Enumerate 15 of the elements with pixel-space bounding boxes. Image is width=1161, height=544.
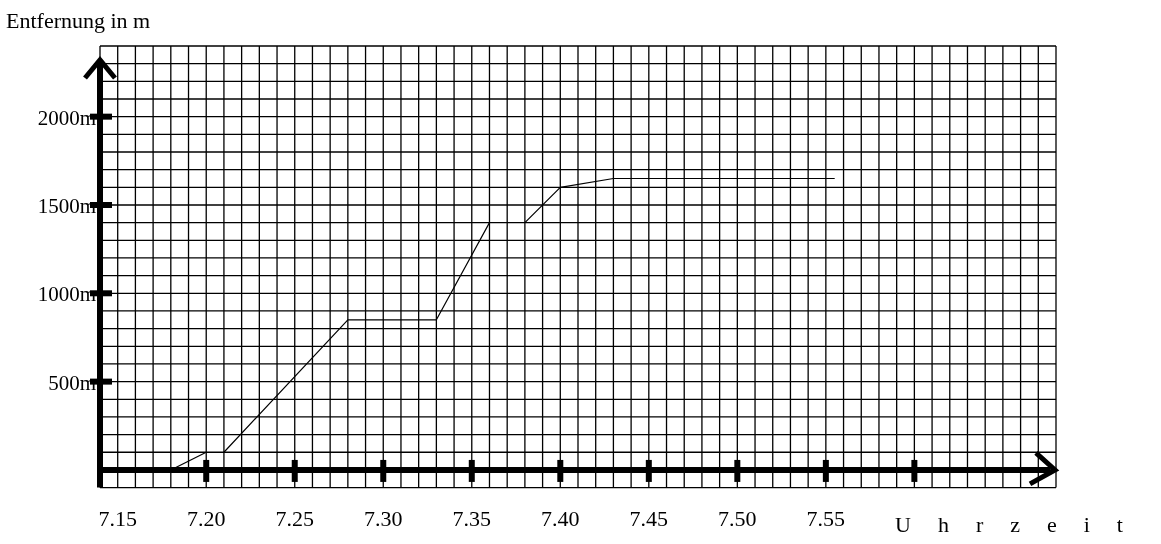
x-tick-label: 7.25 (275, 506, 314, 531)
y-axis-title: Entfernung in m (6, 8, 151, 33)
x-tick-label: 7.15 (98, 506, 137, 531)
x-tick-label: 7.50 (718, 506, 757, 531)
x-tick-label: 7.35 (452, 506, 492, 531)
x-tick-label: 7.45 (629, 506, 669, 531)
x-axis-title: Uhrzeit (895, 512, 1150, 537)
x-tick-label: 7.40 (541, 506, 580, 531)
x-tick-label: 7.20 (186, 506, 226, 531)
y-tick-label: 500m (48, 370, 96, 395)
x-tick-label: 7.55 (806, 506, 846, 531)
y-tick-label: 1500m (37, 193, 96, 218)
y-tick-label: 1000m (37, 282, 96, 307)
x-tick-label: 7.30 (364, 506, 403, 531)
y-tick-label: 2000m (37, 105, 96, 130)
